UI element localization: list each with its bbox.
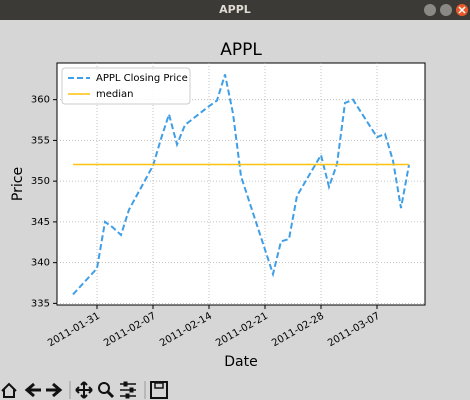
maximize-button[interactable] [440, 4, 452, 16]
x-tick-label: 2011-02-14 [158, 311, 214, 350]
back-button[interactable] [24, 382, 41, 398]
forward-button[interactable] [46, 382, 63, 398]
pan-button[interactable] [75, 381, 93, 399]
home-button[interactable] [1, 382, 17, 398]
y-axis-label: Price [10, 167, 26, 201]
x-tick-label: 2011-01-31 [46, 311, 102, 350]
zoom-button[interactable] [98, 382, 110, 394]
y-tick-label: 345 [31, 217, 50, 228]
data-line [72, 74, 410, 296]
window-title: APPL [219, 3, 251, 16]
x-axis-label: Date [224, 354, 257, 370]
y-tick-label: 335 [31, 298, 50, 309]
x-tick-label: 2011-03-07 [326, 311, 382, 350]
title-bar [0, 0, 470, 20]
y-tick-label: 355 [31, 135, 50, 146]
x-tick-label: 2011-02-07 [102, 311, 158, 350]
save-icon [154, 382, 164, 389]
y-tick-label: 350 [31, 176, 50, 187]
chart-title: APPL [220, 40, 262, 60]
slider-knob [125, 393, 130, 399]
legend-label: APPL Closing Price [96, 73, 188, 84]
y-tick-label: 360 [31, 95, 50, 106]
minimize-button[interactable] [424, 4, 436, 16]
slider-knob [123, 381, 128, 387]
save-button[interactable] [150, 381, 168, 399]
x-tick-label: 2011-02-28 [270, 311, 326, 350]
zoom-handle [106, 390, 115, 399]
legend-label: median [96, 89, 134, 100]
x-tick-label: 2011-02-21 [214, 311, 270, 350]
slider-knob [129, 387, 134, 393]
toolbar [1, 381, 168, 399]
legend-box [61, 67, 191, 105]
y-tick-label: 340 [31, 258, 50, 269]
close-icon [458, 6, 466, 14]
